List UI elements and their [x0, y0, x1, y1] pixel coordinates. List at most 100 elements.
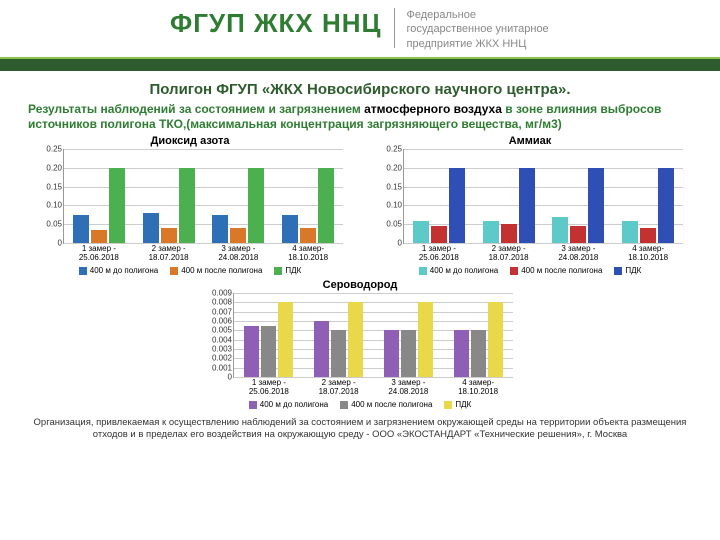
- footer-text: Организация, привлекаемая к осуществлени…: [0, 409, 720, 442]
- chart-ammonia-bar: [449, 168, 465, 243]
- chart-ammonia-bar: [431, 226, 447, 243]
- chart-h2s-legend-item: 400 м до полигона: [249, 400, 328, 409]
- chart-dioxide-bar: [230, 228, 246, 243]
- chart-dioxide-legend: 400 м до полигона400 м после полигонаПДК: [37, 266, 343, 275]
- chart-dioxide-bar: [143, 213, 159, 243]
- charts-bottom-row: Сероводород00.0010.0020.0030.0040.0050.0…: [0, 279, 720, 409]
- chart-ammonia-title: Аммиак: [377, 135, 683, 147]
- chart-ammonia-xlabel: 4 замер- 18.10.2018: [613, 243, 683, 263]
- chart-dioxide-bar: [73, 215, 89, 243]
- chart-ammonia-legend-item: 400 м после полигона: [510, 266, 602, 275]
- chart-h2s-bar: [244, 326, 259, 377]
- chart-ammonia-bar: [501, 224, 517, 243]
- chart-ammonia: Аммиак 00.050.100.150.200.251 замер - 25.…: [377, 135, 683, 275]
- chart-h2s-group: 3 замер - 24.08.2018: [374, 293, 444, 377]
- chart-ammonia-group: 3 замер - 24.08.2018: [544, 149, 614, 243]
- chart-h2s-ylabel: 0.002: [212, 354, 234, 363]
- chart-ammonia-bar: [640, 228, 656, 243]
- chart-dioxide-bar: [109, 168, 125, 243]
- chart-ammonia-bar: [483, 221, 499, 244]
- legend-swatch: [274, 267, 282, 275]
- chart-h2s-ylabel: 0.004: [212, 335, 234, 344]
- chart-ammonia-legend-item: 400 м до полигона: [419, 266, 498, 275]
- org-subtitle: Федеральное государственное унитарное пр…: [407, 8, 549, 51]
- chart-ammonia-bar: [519, 168, 535, 243]
- chart-ammonia-xlabel: 3 замер - 24.08.2018: [544, 243, 614, 263]
- chart-dioxide-bar: [318, 168, 334, 243]
- chart-h2s-xlabel: 1 замер - 25.06.2018: [234, 377, 304, 397]
- chart-ammonia-legend-item: ПДК: [614, 266, 641, 275]
- chart-ammonia-bar: [552, 217, 568, 243]
- chart-dioxide-group: 2 замер - 18.07.2018: [134, 149, 204, 243]
- chart-dioxide-xlabel: 1 замер - 25.06.2018: [64, 243, 134, 263]
- page-title: Полигон ФГУП «ЖКХ Новосибирского научног…: [0, 81, 720, 98]
- header: ФГУП ЖКХ ННЦ Федеральное государственное…: [0, 0, 720, 51]
- chart-dioxide-xlabel: 4 замер- 18.10.2018: [273, 243, 343, 263]
- chart-ammonia-ylabel: 0.25: [386, 145, 404, 154]
- chart-ammonia-plot: 00.050.100.150.200.251 замер - 25.06.201…: [403, 149, 683, 244]
- chart-dioxide-bar: [282, 215, 298, 243]
- chart-h2s-ylabel: 0.006: [212, 317, 234, 326]
- chart-h2s-bar: [314, 321, 329, 377]
- chart-h2s-legend-item: 400 м после полигона: [340, 400, 432, 409]
- chart-h2s-ylabel: 0.003: [212, 345, 234, 354]
- chart-dioxide-legend-item: 400 м до полигона: [79, 266, 158, 275]
- chart-dioxide-xlabel: 2 замер - 18.07.2018: [134, 243, 204, 263]
- chart-h2s-ylabel: 0.005: [212, 326, 234, 335]
- chart-h2s-xlabel: 4 замер- 18.10.2018: [443, 377, 513, 397]
- chart-dioxide-bar: [91, 230, 107, 243]
- chart-dioxide-ylabel: 0.10: [46, 201, 64, 210]
- chart-h2s-bar: [471, 330, 486, 377]
- chart-dioxide-ylabel: 0.05: [46, 220, 64, 229]
- chart-h2s-ylabel: 0.008: [212, 298, 234, 307]
- chart-h2s-bar: [278, 302, 293, 377]
- chart-dioxide-xlabel: 3 замер - 24.08.2018: [204, 243, 274, 263]
- legend-swatch: [249, 401, 257, 409]
- chart-h2s-bar: [488, 302, 503, 377]
- chart-dioxide-ylabel: 0.20: [46, 163, 64, 172]
- chart-h2s-bar: [348, 302, 363, 377]
- chart-dioxide-title: Диоксид азота: [37, 135, 343, 147]
- chart-ammonia-group: 1 замер - 25.06.2018: [404, 149, 474, 243]
- chart-h2s-ylabel: 0.009: [212, 289, 234, 298]
- chart-dioxide-bar: [212, 215, 228, 243]
- chart-dioxide-group: 3 замер - 24.08.2018: [204, 149, 274, 243]
- chart-ammonia-xlabel: 2 замер - 18.07.2018: [474, 243, 544, 263]
- chart-dioxide-group: 1 замер - 25.06.2018: [64, 149, 134, 243]
- chart-h2s-bar: [331, 330, 346, 377]
- chart-h2s-group: 4 замер- 18.10.2018: [443, 293, 513, 377]
- chart-h2s-legend-item: ПДК: [444, 400, 471, 409]
- chart-dioxide: Диоксид азота00.050.100.150.200.251 заме…: [37, 135, 343, 275]
- chart-h2s: Сероводород00.0010.0020.0030.0040.0050.0…: [207, 279, 513, 409]
- chart-h2s-xlabel: 3 замер - 24.08.2018: [374, 377, 444, 397]
- legend-swatch: [170, 267, 178, 275]
- chart-ammonia-bar: [413, 221, 429, 244]
- org-title: ФГУП ЖКХ ННЦ: [170, 8, 382, 39]
- chart-dioxide-bar: [248, 168, 264, 243]
- legend-swatch: [444, 401, 452, 409]
- chart-ammonia-group: 4 замер- 18.10.2018: [613, 149, 683, 243]
- legend-swatch: [419, 267, 427, 275]
- chart-h2s-bar: [418, 302, 433, 377]
- legend-swatch: [340, 401, 348, 409]
- chart-dioxide-group: 4 замер- 18.10.2018: [273, 149, 343, 243]
- chart-h2s-ylabel: 0.001: [212, 363, 234, 372]
- chart-h2s-group: 1 замер - 25.06.2018: [234, 293, 304, 377]
- chart-h2s-bar: [261, 326, 276, 377]
- chart-h2s-legend: 400 м до полигона 400 м после полигона ПДК: [207, 400, 513, 409]
- chart-dioxide-bar: [161, 228, 177, 243]
- chart-ammonia-legend: 400 м до полигона 400 м после полигона ПДК: [377, 266, 683, 275]
- chart-dioxide-bar: [300, 228, 316, 243]
- legend-swatch: [79, 267, 87, 275]
- chart-ammonia-ylabel: 0.05: [386, 220, 404, 229]
- chart-h2s-group: 2 замер - 18.07.2018: [304, 293, 374, 377]
- chart-ammonia-bar: [588, 168, 604, 243]
- chart-ammonia-xlabel: 1 замер - 25.06.2018: [404, 243, 474, 263]
- chart-ammonia-ylabel: 0.10: [386, 201, 404, 210]
- chart-ammonia-bar: [570, 226, 586, 243]
- chart-dioxide-bar: [179, 168, 195, 243]
- legend-swatch: [510, 267, 518, 275]
- charts-top-row: Диоксид азота 00.050.100.150.200.251 заме…: [0, 135, 720, 275]
- chart-dioxide-ylabel: 0.15: [46, 182, 64, 191]
- chart-ammonia-ylabel: 0.20: [386, 163, 404, 172]
